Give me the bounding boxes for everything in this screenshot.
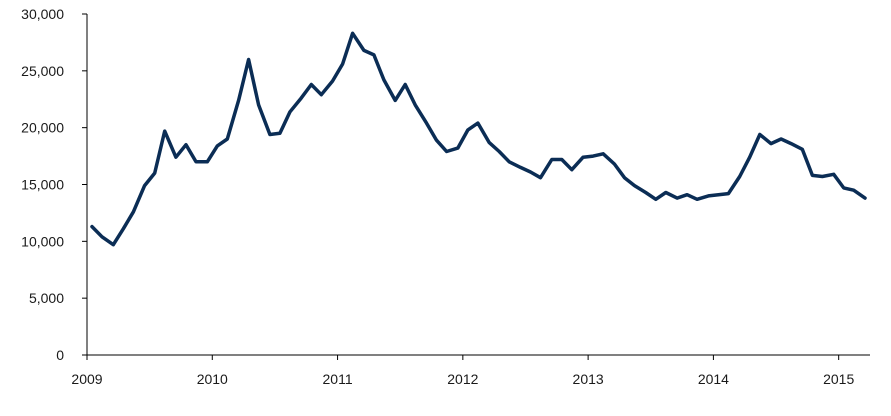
y-tick-label: 5,000 [29, 290, 64, 306]
series-line-0 [90, 31, 867, 247]
x-axis: 2009 2010 2011 2012 2013 2014 2015 [71, 354, 870, 387]
y-axis: 0 5,000 10,000 15,000 20,000 25,000 30,000 [21, 6, 88, 363]
x-tick-label: 2013 [573, 371, 604, 387]
y-tick-label: 0 [56, 347, 64, 363]
y-tick-label: 15,000 [21, 177, 64, 193]
x-tick-label: 2014 [698, 371, 729, 387]
y-tick-label: 25,000 [21, 63, 64, 79]
x-tick-label: 2009 [71, 371, 102, 387]
y-tick-label: 30,000 [21, 6, 64, 22]
y-tick-label: 10,000 [21, 233, 64, 249]
y-tick-label: 20,000 [21, 120, 64, 136]
x-tick-label: 2010 [197, 371, 228, 387]
x-tick-label: 2015 [823, 371, 854, 387]
x-tick-label: 2012 [447, 371, 478, 387]
plot-area [90, 31, 867, 247]
x-tick-label: 2011 [323, 371, 353, 387]
